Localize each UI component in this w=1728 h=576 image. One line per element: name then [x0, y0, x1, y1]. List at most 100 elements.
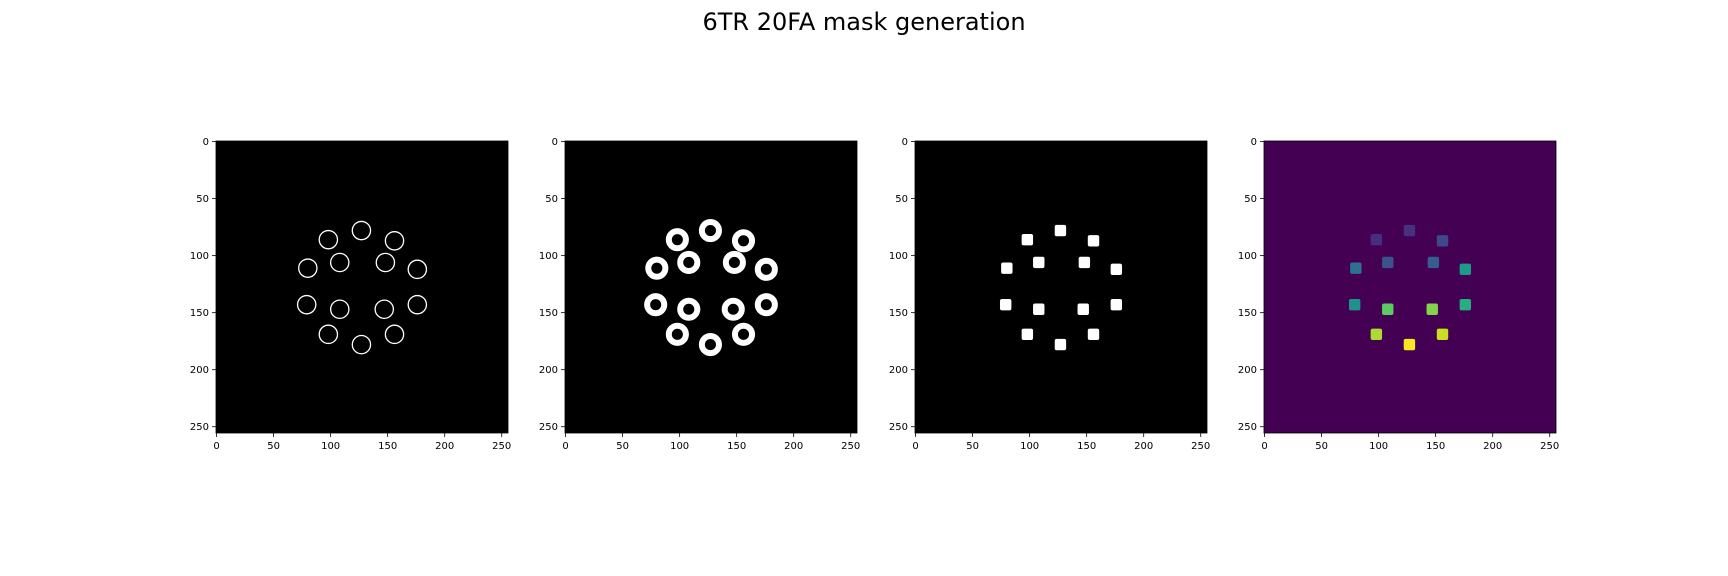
ring-3	[754, 257, 778, 281]
panel-binary-squares: 0 50 100 150 200 250 0 50 100 150 200 250	[889, 137, 1210, 452]
image-background	[915, 141, 1207, 433]
ring-4	[754, 293, 778, 317]
square-12	[1427, 256, 1440, 269]
x-tick-label: 200	[1483, 441, 1502, 452]
x-tick-label: 100	[670, 441, 689, 452]
x-tick-label: 100	[1020, 441, 1039, 452]
square-8	[1348, 298, 1361, 311]
y-tick-label: 100	[190, 251, 209, 262]
ring-9	[645, 256, 669, 280]
x-tick-label: 250	[492, 441, 511, 452]
ring-7	[318, 324, 339, 345]
y-tick-label: 250	[1238, 422, 1257, 433]
ring-6	[698, 333, 722, 357]
ring-14	[721, 297, 745, 321]
x-tick-label: 200	[435, 441, 454, 452]
figure-title: 6TR 20FA mask generation	[702, 8, 1025, 36]
square-2	[1436, 235, 1449, 247]
y-tick-label: 200	[889, 365, 908, 376]
y-tick-label: 100	[539, 251, 558, 262]
ring-5	[731, 322, 756, 346]
square-14	[1077, 303, 1089, 315]
ring-13	[677, 297, 701, 321]
square-14	[1426, 303, 1438, 315]
x-tick-label: 0	[912, 441, 918, 452]
ring-12	[722, 250, 746, 275]
x-tick-label: 100	[1369, 441, 1388, 452]
square-9	[1001, 262, 1013, 274]
image-background	[216, 141, 508, 433]
panel-labeled-squares: 0 50 100 150 200 250 0 50 100 150 200 250	[1238, 137, 1559, 452]
x-tick-label: 150	[727, 441, 746, 452]
ring-8	[296, 294, 317, 315]
x-tick-label: 250	[841, 441, 860, 452]
y-tick-label: 50	[895, 194, 908, 205]
ring-11	[677, 250, 701, 275]
x-tick-label: 50	[1315, 441, 1328, 452]
ring-9	[298, 258, 318, 278]
y-tick-label: 0	[552, 137, 558, 148]
ring-14	[374, 299, 395, 320]
axes-frame	[914, 140, 1208, 434]
y-tick-label: 100	[889, 251, 908, 262]
ring-13	[329, 299, 350, 320]
image-background	[1264, 141, 1556, 433]
y-tick-label: 150	[1238, 308, 1257, 319]
square-1	[1403, 224, 1416, 237]
image-background	[565, 141, 857, 433]
ring-5	[384, 324, 405, 345]
panels: 0 50 100 150 200 250 0 50 100 150 200 250 0 50 100 150 2…	[190, 137, 1559, 452]
square-2	[1087, 235, 1100, 247]
x-tick-label: 200	[784, 441, 803, 452]
x-tick-label: 250	[1540, 441, 1559, 452]
square-13	[1382, 303, 1394, 315]
square-11	[1033, 256, 1045, 269]
y-tick-label: 200	[1238, 365, 1257, 376]
axes-frame	[1263, 140, 1557, 434]
ring-2	[731, 229, 756, 253]
square-7	[1021, 328, 1034, 341]
square-3	[1110, 263, 1123, 276]
ring-6	[351, 334, 372, 355]
square-6	[1054, 338, 1067, 351]
y-tick-label: 150	[889, 308, 908, 319]
panel-dilated-rings: 0 50 100 150 200 250 0 50 100 150 200 250	[539, 137, 860, 452]
x-tick-label: 250	[1191, 441, 1210, 452]
ring-8	[644, 293, 668, 317]
square-8	[999, 298, 1012, 311]
y-tick-label: 0	[902, 137, 908, 148]
y-tick-label: 250	[539, 422, 558, 433]
square-3	[1459, 263, 1472, 276]
x-tick-label: 100	[321, 441, 340, 452]
x-tick-label: 200	[1134, 441, 1153, 452]
ring-11	[329, 252, 350, 273]
square-4	[1110, 298, 1123, 311]
y-tick-label: 50	[1244, 194, 1257, 205]
axes-frame	[215, 140, 509, 434]
ring-3	[407, 259, 428, 280]
panel-edge-rings: 0 50 100 150 200 250 0 50 100 150 200 250	[190, 137, 511, 452]
square-4	[1459, 298, 1472, 311]
ring-7	[665, 322, 689, 346]
x-tick-label: 50	[267, 441, 280, 452]
y-tick-label: 250	[889, 422, 908, 433]
square-1	[1054, 224, 1067, 237]
ring-1	[698, 218, 722, 243]
axes-frame	[564, 140, 858, 434]
x-tick-label: 150	[378, 441, 397, 452]
y-tick-label: 150	[190, 308, 209, 319]
y-tick-label: 50	[545, 194, 558, 205]
ring-10	[318, 229, 339, 250]
x-tick-label: 0	[213, 441, 219, 452]
square-7	[1370, 328, 1383, 341]
square-10	[1370, 233, 1383, 246]
square-13	[1033, 303, 1045, 315]
ring-2	[384, 231, 405, 251]
x-tick-label: 0	[562, 441, 568, 452]
y-tick-label: 250	[190, 422, 209, 433]
ring-4	[407, 294, 428, 315]
square-5	[1436, 328, 1449, 341]
square-10	[1021, 233, 1034, 246]
ring-10	[665, 228, 689, 252]
